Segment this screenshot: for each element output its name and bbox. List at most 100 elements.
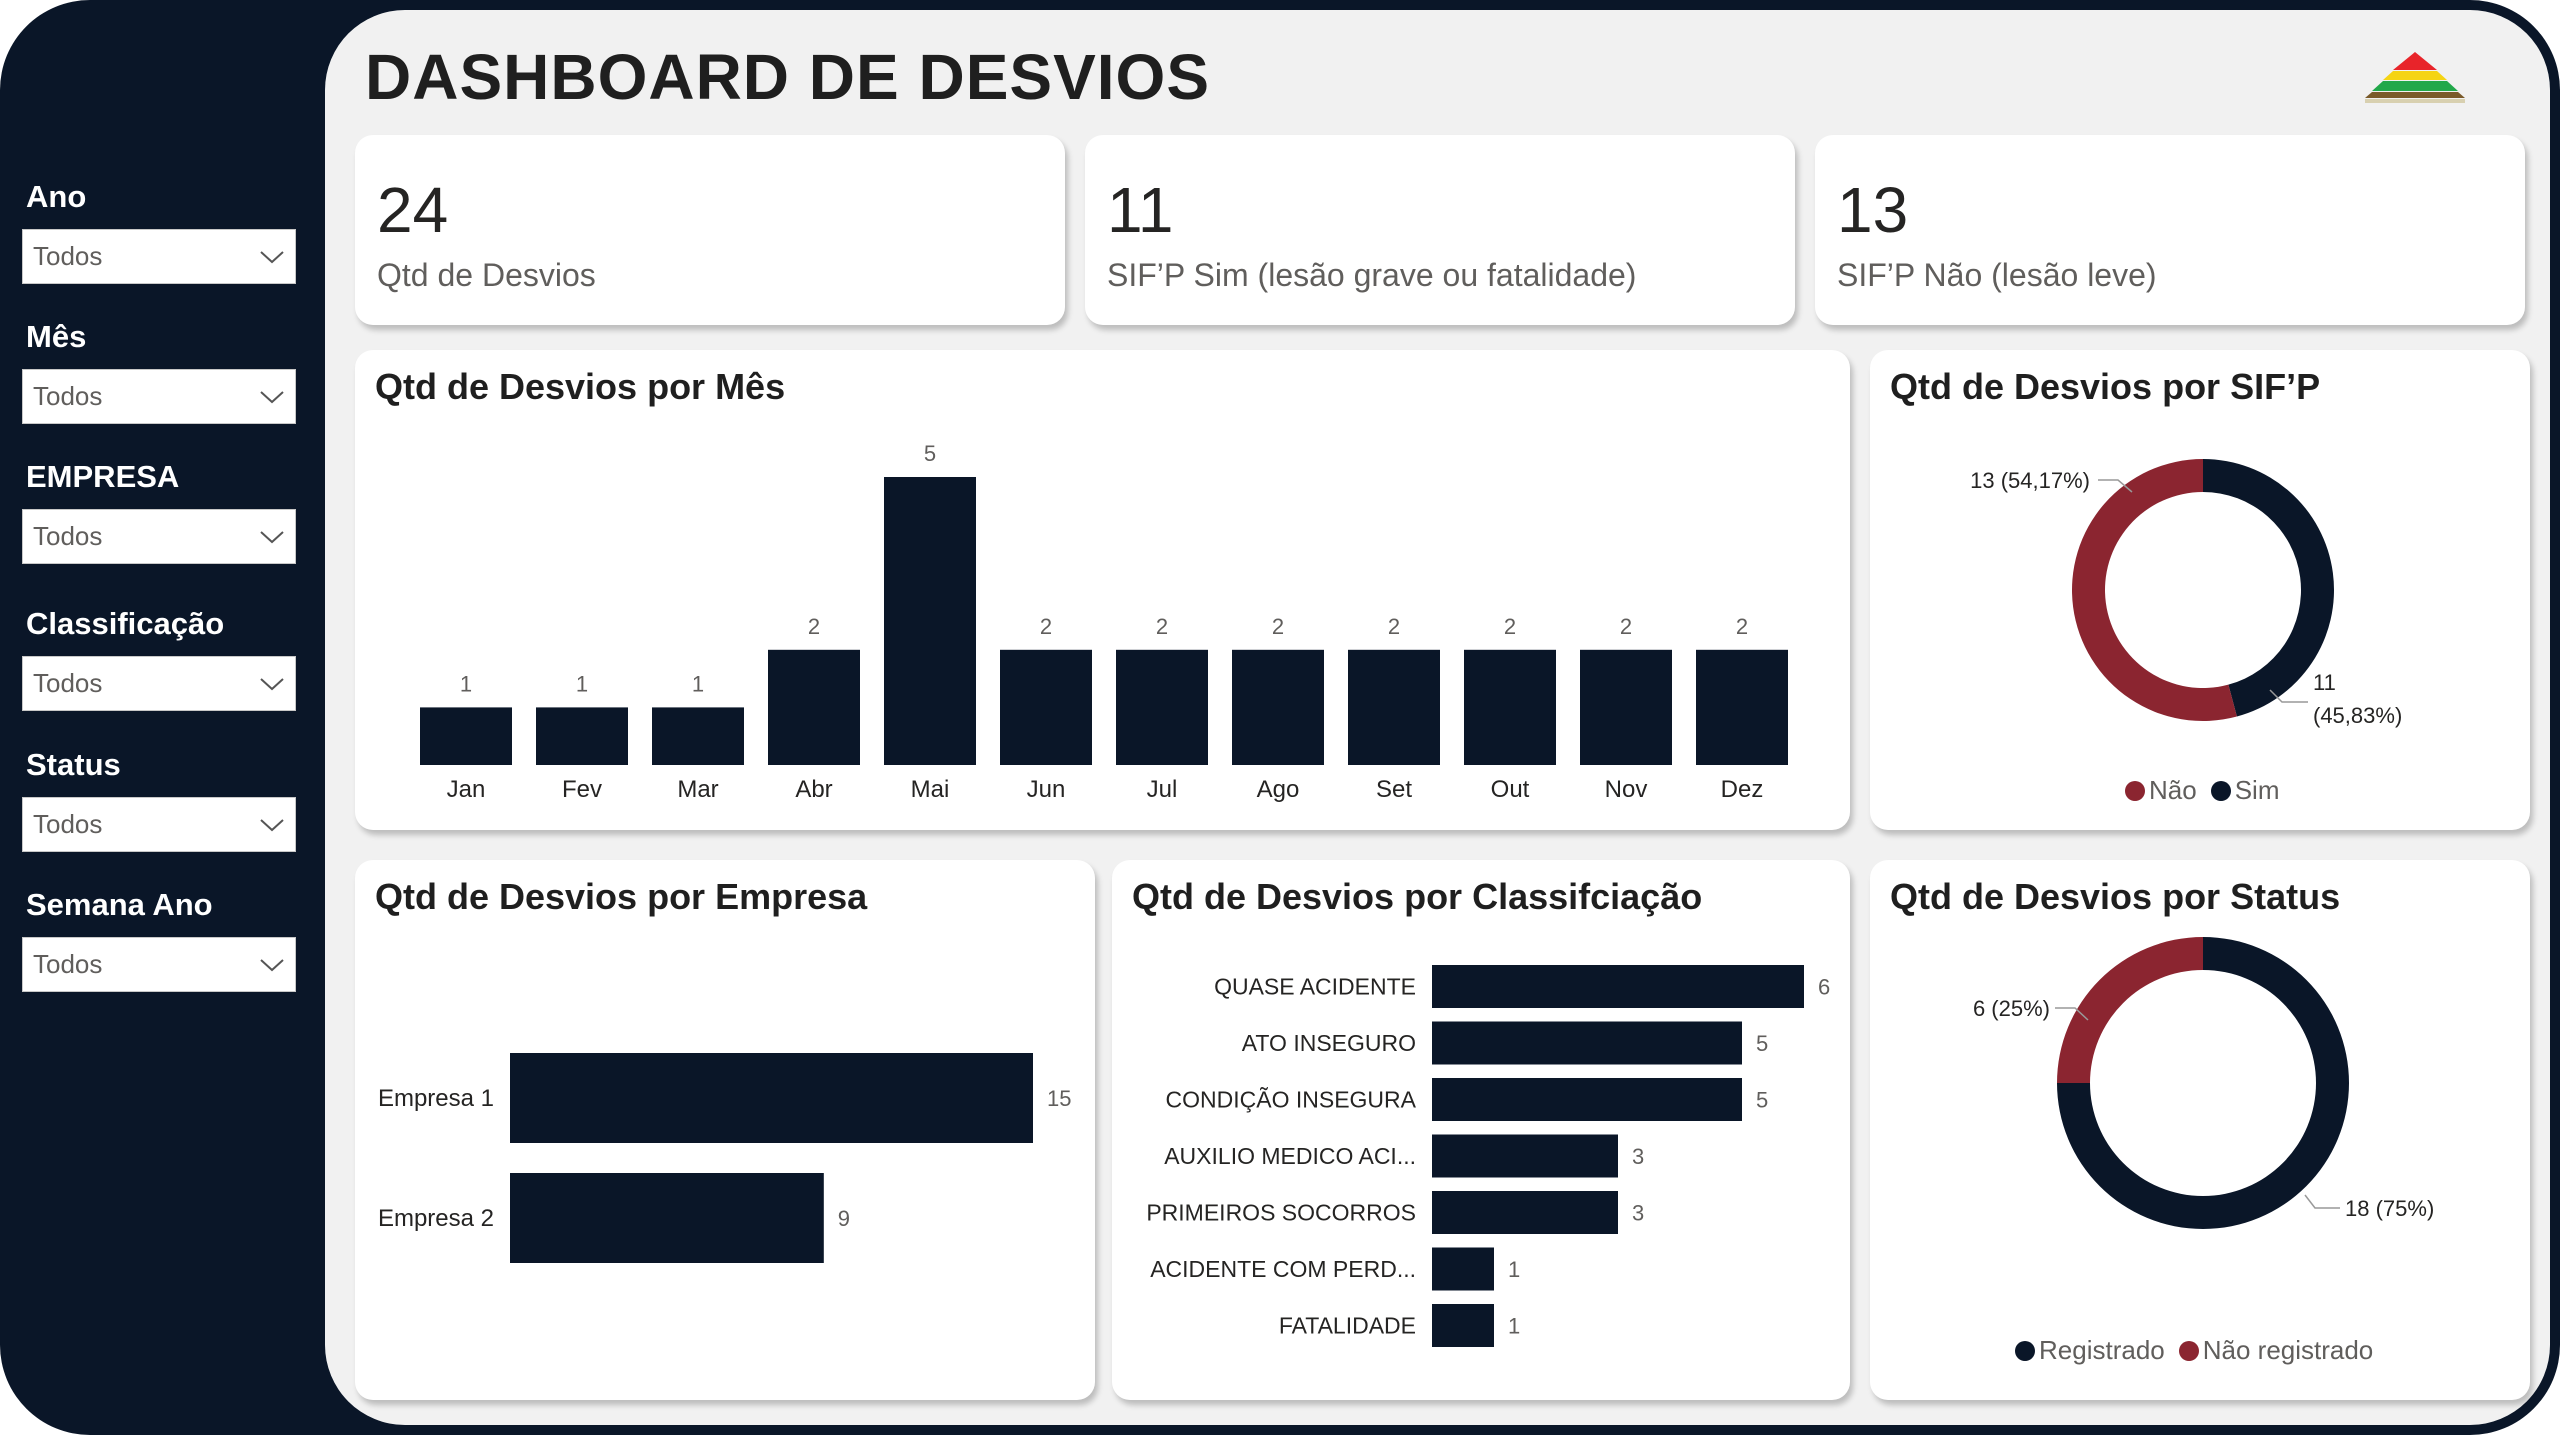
legend-dot: [2125, 780, 2145, 801]
bar[interactable]: [652, 707, 744, 765]
y-tick-label: AUXILIO MEDICO ACI...: [1164, 1143, 1416, 1169]
chevron-down-icon: [260, 530, 284, 543]
filter-empresa-dropdown[interactable]: Todos: [22, 509, 296, 564]
y-tick-label: Empresa 1: [378, 1085, 494, 1112]
filter-semana-ano: Semana Ano Todos: [22, 883, 296, 992]
data-label: 2: [1736, 614, 1748, 639]
x-tick-label: Ago: [1257, 776, 1300, 803]
filter-empresa-label: EMPRESA: [26, 459, 180, 494]
legend-item-nao[interactable]: Não: [2125, 775, 2197, 806]
legend-item-registrado[interactable]: Registrado: [2015, 1335, 2165, 1366]
filter-status: Status Todos: [22, 743, 296, 852]
filter-ano-dropdown[interactable]: Todos: [22, 229, 296, 284]
filter-mes-dropdown[interactable]: Todos: [22, 369, 296, 424]
filter-classificacao-dropdown[interactable]: Todos: [22, 656, 296, 711]
bar[interactable]: [1580, 649, 1672, 765]
bar[interactable]: [1432, 1191, 1618, 1234]
leader-line: [2269, 689, 2308, 703]
filter-mes-value: Todos: [33, 381, 103, 411]
bar[interactable]: [1432, 965, 1804, 1008]
chevron-down-icon: [260, 390, 284, 403]
chart-card-classificacao: Qtd de Desvios por Classifciação QUASE A…: [1112, 860, 1850, 1400]
bar[interactable]: [1464, 649, 1556, 765]
chevron-down-icon: [260, 818, 284, 831]
x-tick-label: Jun: [1027, 776, 1066, 803]
data-label: 18 (75%): [2345, 1196, 2434, 1221]
x-tick-label: Jul: [1147, 776, 1178, 803]
status-donut-chart[interactable]: 6 (25%) 18 (75%): [1870, 860, 2530, 1400]
bar[interactable]: [1348, 649, 1440, 765]
bar[interactable]: [768, 649, 860, 765]
filter-classificacao: Classificação Todos: [22, 602, 296, 711]
kpi-sifp-sim-label: SIF’P Sim (lesão grave ou fatalidade): [1107, 257, 1637, 293]
data-label: 2: [808, 614, 820, 639]
donut-slice[interactable]: [2203, 459, 2334, 717]
kpi-total-value: 24: [377, 174, 449, 246]
filter-semana-ano-value: Todos: [33, 949, 103, 979]
legend-dot: [2015, 1340, 2035, 1361]
chart-sifp-title: Qtd de Desvios por SIF’P: [1890, 366, 2321, 407]
chart-card-month: Qtd de Desvios por Mês 1 Jan 1 Fev 1 Mar 2 Abr 5…: [355, 350, 1850, 830]
month-bar-chart[interactable]: 1 Jan 1 Fev 1 Mar 2 Abr 5 Mai 2 Jun 2 Jul 2 Ago 2 Set 2 Out…: [355, 350, 1850, 830]
data-label: 2: [1504, 614, 1516, 639]
filter-empresa: EMPRESA Todos: [22, 455, 296, 564]
data-label: (45,83%): [2313, 703, 2402, 728]
y-tick-label: PRIMEIROS SOCORROS: [1146, 1200, 1416, 1226]
bar[interactable]: [1116, 649, 1208, 765]
data-label: 15: [1047, 1086, 1071, 1111]
filter-semana-ano-dropdown[interactable]: Todos: [22, 937, 296, 992]
data-label: 3: [1632, 1201, 1644, 1226]
empresa-bar-chart[interactable]: Empresa 1 15 Empresa 2 9: [355, 860, 1095, 1400]
legend-item-sim[interactable]: Sim: [2210, 775, 2279, 806]
filter-status-dropdown[interactable]: Todos: [22, 797, 296, 852]
filter-semana-ano-label: Semana Ano: [26, 887, 213, 922]
donut-slice[interactable]: [2057, 937, 2203, 1083]
leader-line: [2055, 1007, 2089, 1021]
classificacao-bar-chart[interactable]: QUASE ACIDENTE 6 ATO INSEGURO 5 CONDIÇÃO INS…: [1112, 860, 1850, 1400]
filter-classificacao-label: Classificação: [26, 606, 225, 641]
kpi-sifp-sim-value: 11: [1107, 174, 1174, 246]
data-label: 1: [1508, 1314, 1520, 1339]
bar[interactable]: [510, 1173, 824, 1263]
bar[interactable]: [1432, 1304, 1494, 1347]
bar[interactable]: [536, 707, 628, 765]
bar[interactable]: [1000, 649, 1092, 765]
data-label: 5: [1756, 1088, 1768, 1113]
bar[interactable]: [1432, 1247, 1494, 1291]
x-tick-label: Fev: [562, 776, 602, 803]
x-tick-label: Dez: [1721, 776, 1764, 803]
filter-mes: Mês Todos: [22, 315, 296, 424]
data-label: 11: [2313, 670, 2336, 695]
filter-status-label: Status: [26, 747, 121, 782]
data-label: 2: [1272, 614, 1284, 639]
legend-label: Não: [2149, 775, 2197, 805]
y-tick-label: ATO INSEGURO: [1242, 1030, 1416, 1056]
data-label: 1: [460, 671, 472, 696]
kpi-total-label: Qtd de Desvios: [377, 257, 596, 293]
bar[interactable]: [1432, 1134, 1618, 1178]
bar[interactable]: [510, 1053, 1033, 1143]
chevron-down-icon: [260, 958, 284, 971]
y-tick-label: QUASE ACIDENTE: [1214, 974, 1416, 1000]
bar[interactable]: [420, 707, 512, 765]
leader-line: [2304, 1194, 2340, 1209]
filter-ano-label: Ano: [26, 179, 87, 214]
y-tick-label: FATALIDADE: [1279, 1313, 1416, 1339]
sifp-donut-chart[interactable]: 13 (54,17%) 11 (45,83%): [1870, 350, 2530, 830]
y-tick-label: ACIDENTE COM PERD...: [1150, 1256, 1416, 1282]
data-label: 13 (54,17%): [1970, 468, 2090, 493]
legend-item-nao-registrado[interactable]: Não registrado: [2178, 1335, 2373, 1366]
donut-slice[interactable]: [2072, 459, 2237, 721]
kpi-sifp-nao-label: SIF’P Não (lesão leve): [1837, 257, 2157, 293]
bar[interactable]: [1432, 1021, 1742, 1065]
data-label: 1: [692, 671, 704, 696]
chart-card-status: Qtd de Desvios por Status 6 (25%) 18 (75%…: [1870, 860, 2530, 1400]
bar[interactable]: [1432, 1078, 1742, 1121]
bar[interactable]: [884, 477, 976, 765]
bar[interactable]: [1232, 649, 1324, 765]
filter-ano-value: Todos: [33, 241, 103, 271]
bar[interactable]: [1696, 649, 1788, 765]
y-tick-label: CONDIÇÃO INSEGURA: [1166, 1087, 1417, 1113]
data-label: 9: [838, 1206, 850, 1231]
